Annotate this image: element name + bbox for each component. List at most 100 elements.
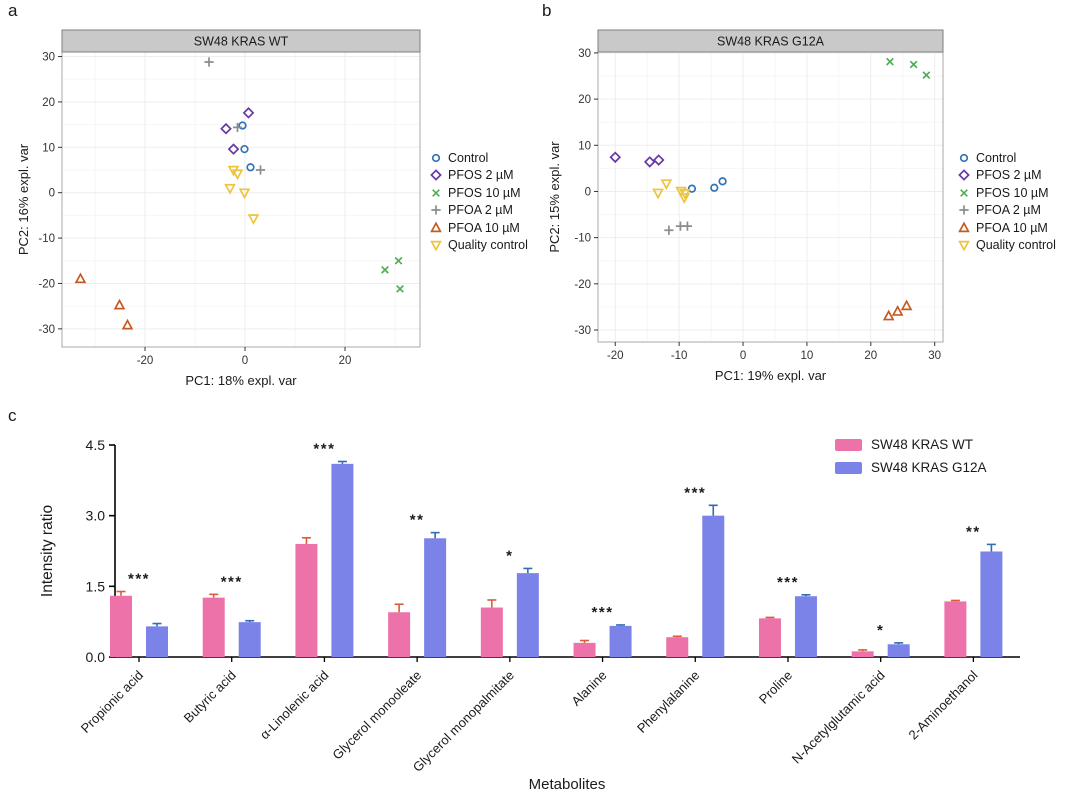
significance-label: ***	[313, 440, 335, 457]
legend-label: Quality control	[976, 238, 1056, 253]
category-label: Butyric acid	[181, 668, 239, 726]
plus-marker	[232, 122, 243, 132]
y-tick-label: 20	[42, 97, 55, 109]
significance-label: *	[877, 622, 884, 639]
triangle-up-marker	[958, 221, 970, 232]
bar	[980, 551, 1003, 657]
series-pfoa-10-m	[74, 272, 134, 330]
triangle-down-marker	[958, 241, 970, 252]
x-tick-label: 0	[242, 355, 248, 367]
diamond-marker	[643, 156, 656, 168]
bar	[110, 595, 132, 657]
bar	[516, 573, 539, 657]
triangle-down-icon	[958, 241, 970, 252]
bar	[702, 515, 725, 657]
circle-marker	[718, 177, 727, 186]
legend-item-pfos-2-m: PFOS 2 µM	[429, 167, 528, 185]
bar	[480, 607, 503, 657]
legend-label: PFOA 10 µM	[976, 220, 1048, 235]
circle-marker	[959, 153, 969, 162]
category-label: Proline	[756, 668, 795, 707]
bar	[609, 625, 632, 657]
significance-label: ***	[684, 484, 706, 501]
category-label: Glycerol monopalmitate	[410, 668, 517, 775]
series-pfoa-10-m	[882, 299, 913, 321]
legend-item-pfos-10-m: PFOS 10 µM	[957, 184, 1056, 202]
circle-marker	[710, 183, 719, 192]
series-pfos-2-m	[609, 151, 665, 168]
diamond-icon	[958, 169, 970, 182]
legend-item-pfoa-2-m: PFOA 2 µM	[957, 202, 1056, 220]
panel-title: SW48 KRAS WT	[194, 35, 289, 49]
legend-label: SW48 KRAS WT	[871, 437, 974, 452]
significance-label: **	[966, 523, 981, 540]
bar	[424, 538, 447, 657]
x-tick-label: 30	[928, 350, 941, 362]
legend-swatch	[835, 461, 862, 474]
circle-icon	[959, 153, 969, 162]
triangle-up-marker	[74, 272, 87, 284]
series-pfos-2-m	[220, 107, 255, 155]
x-marker	[922, 71, 931, 79]
triangle-up-marker	[113, 298, 126, 310]
legend-item-pfos-10-m: PFOS 10 µM	[429, 184, 528, 202]
triangle-down-marker	[238, 188, 251, 200]
y-tick-label: 10	[42, 142, 55, 154]
y-tick-label: -20	[574, 279, 591, 291]
triangle-up-marker	[900, 299, 913, 311]
legend-label: PFOA 2 µM	[976, 203, 1041, 218]
significance-label: ***	[592, 604, 614, 621]
legend-label: Quality control	[448, 238, 528, 253]
circle-marker	[687, 184, 697, 193]
circle-marker	[431, 153, 441, 162]
x-tick-label: 20	[864, 350, 877, 362]
triangle-up-icon	[430, 221, 442, 232]
diamond-marker	[958, 169, 970, 182]
x-axis-title: Metabolites	[529, 776, 606, 793]
y-tick-label: 0.0	[86, 649, 106, 665]
triangle-down-icon	[430, 241, 442, 252]
panel-a-letter: a	[8, 1, 18, 20]
diamond-marker	[652, 154, 665, 166]
legend-item-pfoa-10-m: PFOA 10 µM	[957, 219, 1056, 237]
legend-item-pfoa-2-m: PFOA 2 µM	[429, 202, 528, 220]
triangle-up-marker	[121, 318, 134, 330]
bar-chart-legend: SW48 KRAS WT SW48 KRAS G12A	[835, 433, 987, 479]
bar	[295, 543, 318, 657]
series-pfos-10-m	[886, 57, 931, 79]
diamond-marker	[227, 143, 240, 155]
triangle-down-marker	[678, 193, 691, 204]
y-axis-title: Intensity ratio	[39, 505, 56, 597]
plus-marker	[255, 165, 266, 175]
plus-icon	[431, 205, 441, 215]
triangle-down-marker	[224, 183, 236, 195]
x-tick-label: 0	[740, 350, 746, 362]
x-marker	[381, 265, 389, 274]
significance-label: *	[506, 547, 513, 564]
bar	[573, 642, 596, 657]
series-control	[687, 177, 727, 193]
y-tick-label: -20	[38, 278, 55, 290]
legend-label: PFOS 10 µM	[976, 185, 1049, 200]
x-icon	[960, 188, 968, 197]
series-quality-control	[224, 165, 260, 226]
plus-icon	[959, 205, 969, 215]
legend-item-quality-control: Quality control	[957, 237, 1056, 255]
legend-label: PFOA 10 µM	[448, 220, 520, 235]
significance-label: ***	[128, 571, 150, 588]
y-tick-label: 10	[578, 140, 591, 152]
circle-marker	[238, 121, 247, 130]
bar	[202, 597, 225, 657]
bar	[794, 596, 817, 657]
plus-marker	[431, 205, 441, 215]
circle-marker	[240, 144, 249, 154]
plus-marker	[959, 205, 969, 215]
legend-item-pfos-2-m: PFOS 2 µM	[957, 167, 1056, 185]
category-label: 2-Aminoethanol	[906, 667, 981, 742]
x-axis-title: PC1: 19% expl. var	[715, 368, 827, 383]
panel-c-letter: c	[8, 406, 17, 425]
pca-legend-wt: Control PFOS 2 µM PFOS 10 µM PFOA 2 µM PFOA …	[429, 149, 528, 254]
legend-label: PFOS 10 µM	[448, 185, 521, 200]
bar	[944, 601, 967, 657]
legend-item-sw48-kras-wt: SW48 KRAS WT	[835, 433, 987, 456]
